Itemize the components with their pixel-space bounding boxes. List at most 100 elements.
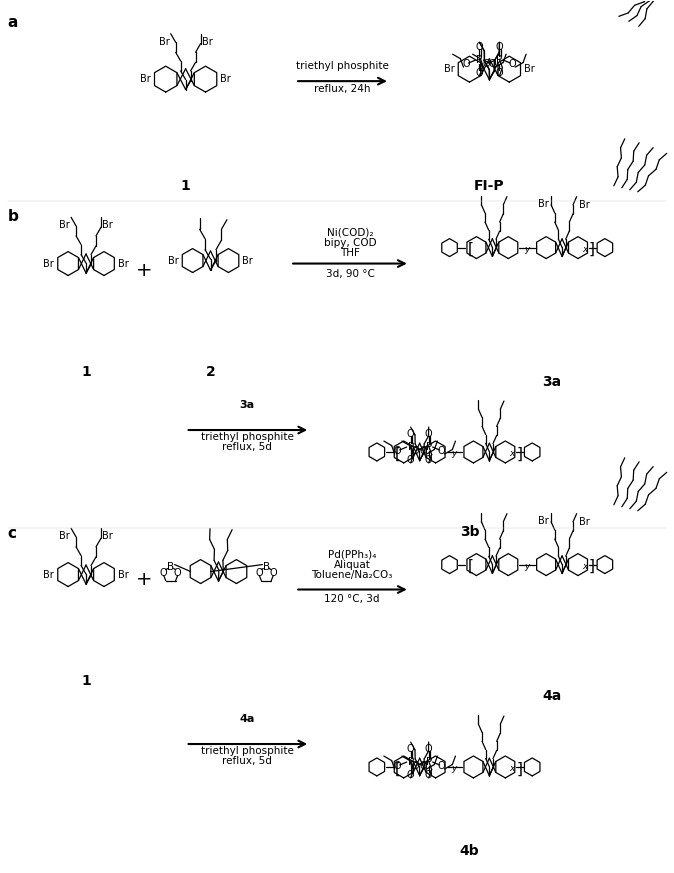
Text: Br: Br <box>524 65 535 74</box>
Text: 120 °C, 3d: 120 °C, 3d <box>324 595 379 604</box>
Text: O: O <box>407 744 415 754</box>
Text: O: O <box>508 59 516 69</box>
Text: O: O <box>495 68 503 78</box>
Text: +: + <box>135 570 152 589</box>
Text: ]: ] <box>589 559 595 574</box>
Text: Ni(COD)₂: Ni(COD)₂ <box>327 228 373 237</box>
Text: reflux, 5d: reflux, 5d <box>222 756 272 766</box>
Text: Br: Br <box>579 517 589 526</box>
Text: O: O <box>438 761 446 771</box>
Text: x: x <box>510 450 515 458</box>
Text: Br: Br <box>118 258 129 269</box>
Text: Br: Br <box>140 74 151 84</box>
Text: [: [ <box>395 446 401 462</box>
Text: O: O <box>489 59 496 69</box>
Text: x: x <box>510 765 515 773</box>
Text: [: [ <box>468 242 473 257</box>
Text: B: B <box>263 561 270 572</box>
Text: O: O <box>462 59 470 69</box>
Text: triethyl phosphite: triethyl phosphite <box>201 746 294 756</box>
Text: Br: Br <box>59 532 70 541</box>
Text: O: O <box>425 429 433 439</box>
Text: ]: ] <box>516 446 522 462</box>
Text: Br: Br <box>539 199 549 209</box>
Text: 4a: 4a <box>543 689 561 703</box>
Text: Br: Br <box>43 258 54 269</box>
Text: y: y <box>524 245 530 254</box>
Text: O: O <box>425 744 433 754</box>
Text: Br: Br <box>579 200 589 210</box>
Text: [: [ <box>395 761 401 776</box>
Text: bipy, COD: bipy, COD <box>324 237 376 248</box>
Text: a: a <box>7 16 18 31</box>
Text: P: P <box>425 757 432 767</box>
Text: 3b: 3b <box>460 525 479 539</box>
Text: O: O <box>412 446 419 456</box>
Text: Toluene/Na₂CO₃: Toluene/Na₂CO₃ <box>311 569 393 580</box>
Text: Br: Br <box>220 74 231 84</box>
Text: O: O <box>255 567 263 578</box>
Text: O: O <box>407 455 415 465</box>
Text: P: P <box>408 757 414 767</box>
Text: +: + <box>135 261 152 280</box>
Text: O: O <box>420 446 427 456</box>
Text: P: P <box>425 442 432 452</box>
Text: Br: Br <box>59 220 70 230</box>
Text: THF: THF <box>340 248 360 258</box>
Text: Br: Br <box>443 65 454 74</box>
Text: Pd(PPh₃)₄: Pd(PPh₃)₄ <box>328 550 376 560</box>
Text: c: c <box>7 526 16 540</box>
Text: FI-P: FI-P <box>474 179 505 193</box>
Text: Br: Br <box>243 256 253 265</box>
Text: triethyl phosphite: triethyl phosphite <box>201 432 294 442</box>
Text: 4a: 4a <box>240 714 255 724</box>
Text: O: O <box>425 455 433 465</box>
Text: 3a: 3a <box>240 400 255 410</box>
Text: Br: Br <box>168 256 179 265</box>
Text: x: x <box>582 245 587 254</box>
Text: O: O <box>412 761 419 771</box>
Text: O: O <box>476 68 483 78</box>
Text: O: O <box>425 770 433 780</box>
Text: 1: 1 <box>81 365 91 379</box>
Text: O: O <box>174 567 181 578</box>
Text: ]: ] <box>516 761 522 776</box>
Text: P: P <box>408 442 414 452</box>
Text: Br: Br <box>202 37 212 46</box>
Text: 3d, 90 °C: 3d, 90 °C <box>326 269 374 278</box>
Text: ]: ] <box>589 242 595 257</box>
Text: 2: 2 <box>206 365 216 379</box>
Text: Br: Br <box>102 532 113 541</box>
Text: O: O <box>476 42 483 52</box>
Text: 1: 1 <box>181 179 191 193</box>
Text: y: y <box>452 765 457 773</box>
Text: Br: Br <box>43 569 54 580</box>
Text: reflux, 5d: reflux, 5d <box>222 442 272 452</box>
Text: O: O <box>407 770 415 780</box>
Text: y: y <box>524 562 530 571</box>
Text: y: y <box>452 450 457 458</box>
Text: O: O <box>495 42 503 52</box>
Text: triethyl phosphite: triethyl phosphite <box>295 61 388 72</box>
Text: O: O <box>160 567 168 578</box>
Text: reflux, 24h: reflux, 24h <box>313 84 370 94</box>
Text: x: x <box>582 562 587 571</box>
Text: O: O <box>407 429 415 439</box>
Text: P: P <box>477 55 483 65</box>
Text: Br: Br <box>118 569 129 580</box>
Text: P: P <box>496 55 503 65</box>
Text: Br: Br <box>102 220 113 230</box>
Text: 1: 1 <box>81 674 91 688</box>
Text: O: O <box>438 446 446 456</box>
Text: Aliquat: Aliquat <box>334 560 371 569</box>
Text: O: O <box>394 446 402 456</box>
Text: O: O <box>420 761 427 771</box>
Text: [: [ <box>468 559 473 574</box>
Text: O: O <box>483 59 490 69</box>
Text: 4b: 4b <box>460 843 479 857</box>
Text: 3a: 3a <box>543 375 561 389</box>
Text: O: O <box>394 761 402 771</box>
Text: Br: Br <box>539 516 549 526</box>
Text: b: b <box>7 209 18 223</box>
Text: Br: Br <box>159 37 170 46</box>
